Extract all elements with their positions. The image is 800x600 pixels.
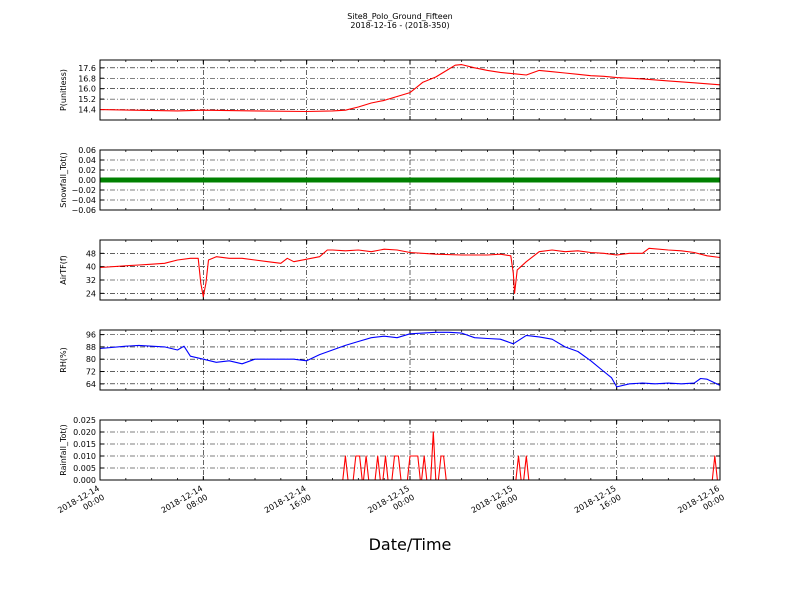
y-tick-label: −0.02 bbox=[71, 186, 96, 195]
chart-title: Site8_Polo_Ground_Fifteen bbox=[347, 12, 452, 21]
panel-4-series-line bbox=[99, 331, 721, 388]
panel-1: 14.4 15.216.0 16.817.6 P(unitless) bbox=[59, 59, 721, 121]
x-tick-label: 2018-12-1500:00 bbox=[366, 484, 416, 524]
panel-1-frame bbox=[99, 59, 721, 121]
y-tick-label: 0.00 bbox=[78, 176, 96, 185]
y-tick-label: 0.000 bbox=[73, 476, 96, 485]
y-tick-label: 0.025 bbox=[73, 416, 96, 425]
y-tick-label: 0.02 bbox=[78, 166, 96, 175]
y-tick-label: −0.06 bbox=[71, 206, 96, 215]
panel-5-frame bbox=[99, 419, 721, 481]
panel-3-y-label: AirTF(f) bbox=[59, 255, 68, 285]
y-tick-label: 40 bbox=[86, 263, 96, 272]
y-tick-label: 64 bbox=[86, 380, 96, 389]
x-tick-label: 2018-12-1416:00 bbox=[263, 484, 313, 524]
y-tick-label: 0.015 bbox=[73, 440, 96, 449]
panel-5: 0.000 0.005 0.010 0.015 0.020 0.025 Rainfall_T… bbox=[59, 416, 721, 485]
y-tick-label: −0.04 bbox=[71, 196, 96, 205]
y-tick-label: 16.0 bbox=[78, 85, 96, 94]
y-tick-label: 16.8 bbox=[78, 74, 96, 83]
panel-2-frame bbox=[99, 149, 721, 211]
panel-3-series-line bbox=[99, 247, 721, 298]
y-tick-label: 24 bbox=[86, 289, 96, 298]
y-tick-label: 0.005 bbox=[73, 464, 96, 473]
y-tick-label: 15.2 bbox=[78, 95, 96, 104]
x-axis-label: Date/Time bbox=[369, 535, 452, 554]
panel-3: 24 32 40 48 AirTF(f) bbox=[59, 239, 721, 301]
y-tick-label: 0.06 bbox=[78, 146, 96, 155]
y-tick-label: 0.04 bbox=[78, 156, 96, 165]
y-tick-label: 14.4 bbox=[78, 106, 96, 115]
y-tick-label: 48 bbox=[86, 249, 96, 258]
y-tick-label: 17.6 bbox=[78, 64, 96, 73]
panel-2-y-label: Snowfall_Tot() bbox=[59, 152, 68, 208]
x-tick-label: 2018-12-1508:00 bbox=[470, 484, 520, 524]
y-tick-label: 80 bbox=[86, 355, 96, 364]
panels-group: 14.415.216.016.817.6P(unitless)−0.06−0.0… bbox=[59, 59, 721, 485]
y-tick-label: 0.020 bbox=[73, 428, 96, 437]
x-tick-label: 2018-12-1408:00 bbox=[160, 484, 210, 524]
y-tick-label: 32 bbox=[86, 276, 96, 285]
x-tick-label: 2018-12-1516:00 bbox=[573, 484, 623, 524]
panel-5-y-label: Rainfall_Tot() bbox=[59, 424, 68, 476]
panel-4-y-label: RH(%) bbox=[59, 347, 68, 372]
panel-4: 64 72 80 88 96 RH(%) bbox=[59, 329, 721, 391]
x-tick-label: 2018-12-1400:00 bbox=[56, 484, 106, 524]
panel-1-y-label: P(unitless) bbox=[59, 69, 68, 111]
panel-4-frame bbox=[99, 329, 721, 391]
x-tick-labels: 2018-12-1400:00 2018-12-1408:00 2018-12-14… bbox=[56, 484, 726, 524]
y-tick-label: 96 bbox=[86, 331, 96, 340]
panel-1-series-line bbox=[99, 64, 721, 113]
y-tick-label: 72 bbox=[86, 368, 96, 377]
x-tick-label: 2018-12-1600:00 bbox=[676, 484, 726, 524]
panel-2: −0.06−0.04−0.020.000.020.040.06 Snowfall_… bbox=[59, 146, 721, 215]
y-tick-label: 88 bbox=[86, 343, 96, 352]
panel-3-frame bbox=[99, 239, 721, 301]
chart-subtitle: 2018-12-16 - (2018-350) bbox=[350, 21, 449, 30]
y-tick-label: 0.010 bbox=[73, 452, 96, 461]
